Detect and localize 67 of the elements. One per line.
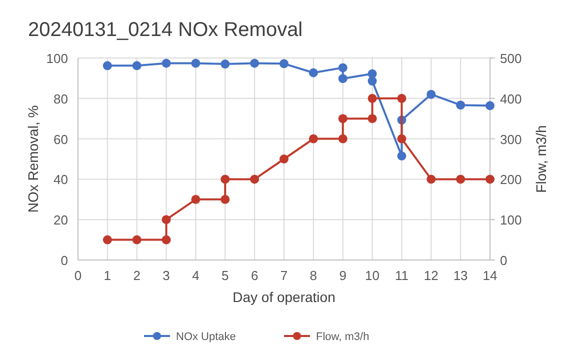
x-tick-label: 4: [192, 268, 200, 283]
point: [250, 58, 260, 68]
y2-axis-title: Flow, m3/h: [533, 125, 549, 193]
point: [397, 151, 406, 160]
chart-title: 20240131_0214 NOx Removal: [28, 19, 303, 41]
point: [191, 194, 200, 204]
point: [397, 94, 406, 103]
point: [368, 76, 377, 86]
y-axis-title: NOx Removal, %: [25, 105, 41, 213]
y-tick-label: 20: [54, 212, 68, 228]
point: [338, 74, 348, 84]
point: [338, 63, 348, 72]
point: [397, 134, 406, 144]
x-tick-label: 2: [133, 268, 140, 283]
x-tick-label: 9: [339, 268, 346, 283]
point: [456, 100, 466, 110]
y-tick-label: 100: [46, 51, 68, 66]
point: [338, 114, 348, 124]
point: [308, 68, 318, 78]
x-tick-label: 0: [74, 268, 82, 283]
x-tick-label: 6: [250, 268, 258, 283]
y-tick-label: 0: [60, 253, 68, 268]
x-tick-label: 11: [394, 268, 408, 283]
x-tick-label: 10: [365, 268, 380, 283]
x-tick-label: 12: [424, 268, 438, 283]
point: [486, 101, 494, 110]
x-tick-label: 5: [222, 268, 229, 283]
point: [102, 235, 112, 244]
x-tick-label: 8: [310, 268, 318, 283]
point: [102, 61, 112, 70]
point: [220, 174, 230, 184]
point: [162, 235, 171, 244]
point: [280, 154, 288, 164]
point: [486, 174, 494, 184]
y-tick-label: 80: [54, 91, 68, 106]
point: [426, 90, 436, 99]
x-tick-label: 3: [162, 268, 170, 283]
y-tick-label: 60: [54, 132, 68, 147]
point: [162, 215, 171, 224]
point: [220, 60, 230, 69]
y2-tick-label: 200: [500, 172, 522, 188]
point: [162, 58, 171, 68]
y2-tick-label: 300: [500, 132, 522, 147]
x-tick-label: 7: [280, 268, 288, 283]
y2-tick-label: 500: [500, 51, 522, 66]
point: [280, 59, 288, 68]
point: [250, 174, 260, 184]
point: [132, 61, 142, 70]
point: [132, 235, 142, 244]
legend-label: Flow, m3/h: [316, 331, 370, 343]
point: [426, 174, 436, 184]
legend-label: NOx Uptake: [176, 331, 236, 343]
x-tick-label: 14: [482, 268, 498, 283]
point: [338, 134, 348, 144]
y2-tick-label: 400: [500, 91, 522, 106]
point: [308, 134, 318, 144]
point: [368, 94, 377, 103]
y2-tick-label: 100: [500, 212, 522, 228]
x-axis-title: Day of operation: [232, 289, 336, 305]
point: [191, 58, 200, 68]
point: [368, 114, 377, 124]
point: [220, 194, 230, 204]
x-tick-label: 1: [104, 268, 112, 283]
x-tick-label: 13: [453, 268, 468, 283]
point: [456, 174, 466, 184]
y-tick-label: 40: [54, 172, 68, 188]
y2-tick-label: 0: [500, 253, 508, 268]
